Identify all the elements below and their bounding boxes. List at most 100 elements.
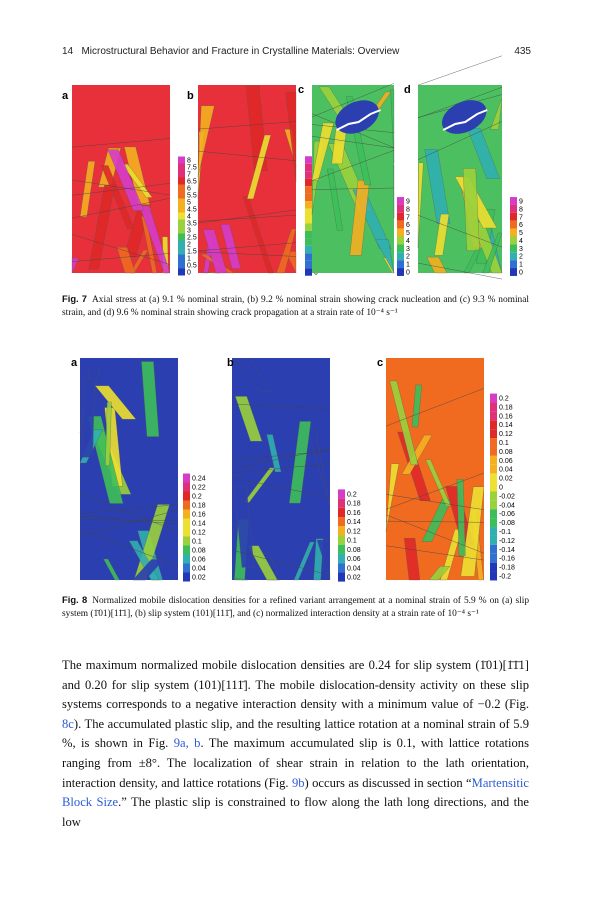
colorbar-swatch xyxy=(178,261,185,269)
colorbar-label: -0.16 xyxy=(499,556,515,563)
colorbar-swatch xyxy=(183,527,190,537)
colorbar-swatch xyxy=(338,572,345,582)
cross-reference[interactable]: 8c xyxy=(62,716,74,731)
colorbar-swatch xyxy=(183,500,190,510)
grain-stripe xyxy=(236,358,272,392)
grain-stripe xyxy=(197,105,215,178)
colorbar-label: 0.18 xyxy=(499,404,513,411)
colorbar-swatch xyxy=(510,197,517,205)
grain-stripe xyxy=(482,232,503,274)
page-header: 14 Microstructural Behavior and Fracture… xyxy=(62,46,399,57)
colorbar-swatch xyxy=(490,518,497,528)
colorbar-label: 0.16 xyxy=(499,413,513,420)
colorbar-label: -0.04 xyxy=(499,502,515,509)
colorbar-label: 0.12 xyxy=(192,530,206,537)
colorbar-swatch xyxy=(178,247,185,255)
colorbar-swatch xyxy=(183,572,190,582)
lath-boundary xyxy=(71,138,171,148)
lath-boundary xyxy=(197,121,297,130)
colorbar-label: 0.04 xyxy=(347,565,361,572)
crack xyxy=(336,109,381,131)
colorbar-label: 1 xyxy=(406,262,410,269)
colorbar-swatch xyxy=(397,236,404,245)
colorbar-label: 0.1 xyxy=(192,539,202,546)
lath-boundary xyxy=(417,215,503,248)
cross-reference[interactable]: Martensitic Block Size xyxy=(62,775,529,810)
colorbar-label: 0.1 xyxy=(499,440,509,447)
colorbar-swatch xyxy=(178,233,185,241)
lath-boundary xyxy=(231,549,331,576)
lath-boundary xyxy=(79,493,179,532)
colorbar-label: 2 xyxy=(519,254,523,261)
grain-stripe xyxy=(327,168,343,231)
text-run: .” The plastic slip is constrained to fl… xyxy=(62,795,529,829)
colorbar-swatch xyxy=(397,212,404,221)
grain-stripe xyxy=(94,385,137,420)
colorbar-swatch xyxy=(397,252,404,261)
grain-stripe xyxy=(276,228,297,274)
colorbar-label: 3 xyxy=(187,228,191,235)
colorbar-label: 3 xyxy=(519,246,523,253)
colorbar-swatch xyxy=(397,197,404,205)
colorbar-swatch xyxy=(178,163,185,171)
colorbar-label: 3.5 xyxy=(187,221,197,228)
header-id: 435 xyxy=(514,46,531,57)
colorbar-label: -0.12 xyxy=(499,538,515,545)
panel-label: a xyxy=(62,90,69,102)
colorbar-label: -0.18 xyxy=(499,565,515,572)
colorbar-label: 1.5 xyxy=(187,249,197,256)
lath-boundary xyxy=(385,388,485,427)
colorbar-swatch xyxy=(490,544,497,554)
caption-text: Axial stress at (a) 9.1 % nominal strain… xyxy=(62,295,530,318)
panel-image xyxy=(80,358,178,580)
colorbar-swatch xyxy=(338,553,345,564)
lath-boundary xyxy=(385,472,485,510)
lath-boundary xyxy=(231,463,331,474)
colorbar-swatch xyxy=(490,535,497,545)
colorbar-swatch xyxy=(305,193,312,202)
grain-stripe xyxy=(389,380,419,465)
text-run: ). The accumulated plastic slip, and the… xyxy=(62,716,529,751)
colorbar-swatch xyxy=(490,438,497,447)
cross-reference[interactable]: 9b xyxy=(291,775,305,790)
colorbar-label: 2.5 xyxy=(187,235,197,242)
lath-boundary xyxy=(71,183,171,196)
grain-stripe xyxy=(426,256,448,274)
crack xyxy=(442,109,488,131)
lath-boundary xyxy=(231,450,331,461)
colorbar-swatch xyxy=(338,535,345,545)
lath-boundary xyxy=(231,448,331,470)
colorbar-label: 0.5 xyxy=(187,263,197,270)
colorbar-label: 7 xyxy=(406,214,410,221)
colorbar-label: 0.1 xyxy=(347,538,357,545)
colorbar-label: 0.02 xyxy=(347,575,361,582)
cross-reference[interactable]: 9a, b xyxy=(173,736,201,751)
colorbar-swatch xyxy=(490,455,497,465)
colorbar-swatch xyxy=(338,563,345,573)
colorbar-label: 5 xyxy=(187,200,191,207)
colorbar-swatch xyxy=(510,204,517,213)
grain-stripe xyxy=(456,479,466,557)
colorbar-swatch xyxy=(510,220,517,229)
colorbar-label: 0.16 xyxy=(192,512,206,519)
colorbar-swatch xyxy=(490,420,497,430)
colorbar-swatch xyxy=(490,402,497,412)
colorbar-swatch xyxy=(490,553,497,563)
colorbar-label: 7 xyxy=(519,214,523,221)
colorbar-label: 0.06 xyxy=(347,556,361,563)
grain-stripe xyxy=(375,239,395,274)
colorbar-label: 6 xyxy=(187,186,191,193)
grain-stripe xyxy=(100,165,135,230)
colorbar-swatch xyxy=(490,464,497,474)
caption-text: Normalized mobile dislocation densities … xyxy=(62,596,529,619)
grain-stripe xyxy=(235,396,263,442)
colorbar-swatch xyxy=(510,252,517,261)
grain-stripe xyxy=(107,149,145,211)
running-title: Microstructural Behavior and Fracture in… xyxy=(81,46,400,57)
colorbar-swatch xyxy=(397,220,404,229)
colorbar-label: 0.18 xyxy=(192,503,206,510)
colorbar-swatch xyxy=(338,517,345,527)
grain-stripe xyxy=(428,566,451,581)
colorbar-swatch xyxy=(178,198,185,206)
